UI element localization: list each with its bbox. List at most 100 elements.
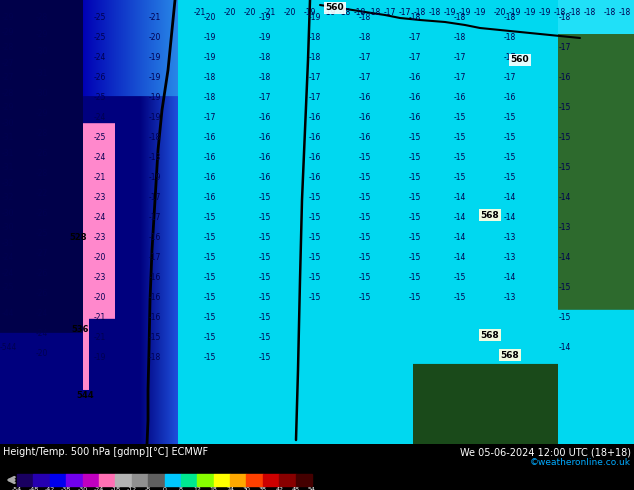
Text: -54: -54: [12, 487, 22, 490]
Text: -19: -19: [309, 14, 321, 23]
Text: -20: -20: [244, 8, 256, 18]
Text: -15: -15: [454, 273, 466, 283]
Text: -15: -15: [409, 253, 421, 263]
Text: -18: -18: [559, 14, 571, 23]
Text: -17: -17: [399, 8, 411, 18]
Text: -30: -30: [36, 48, 48, 56]
Text: -14: -14: [454, 214, 466, 222]
Text: -18: -18: [454, 33, 466, 43]
Text: -30: -30: [77, 487, 87, 490]
Text: 544: 544: [76, 391, 94, 399]
Text: -17: -17: [204, 114, 216, 122]
Text: -544: -544: [0, 343, 16, 352]
Text: -26: -26: [94, 74, 106, 82]
Text: -16: -16: [504, 94, 516, 102]
Text: -20: -20: [494, 8, 506, 18]
Text: 38: 38: [259, 487, 267, 490]
Text: -48: -48: [29, 487, 39, 490]
Text: -18: -18: [554, 8, 566, 18]
Text: 30: 30: [243, 487, 250, 490]
Text: -15: -15: [309, 214, 321, 222]
Text: -17: -17: [454, 53, 466, 63]
Text: -17: -17: [309, 94, 321, 102]
Text: 0: 0: [162, 487, 167, 490]
Text: -18: -18: [309, 33, 321, 43]
Text: -24: -24: [94, 53, 106, 63]
Bar: [230, 474, 247, 486]
Text: -29: -29: [2, 28, 14, 38]
Text: -15: -15: [204, 314, 216, 322]
Text: -24: -24: [36, 328, 48, 338]
Text: -15: -15: [204, 353, 216, 363]
Text: -15: -15: [359, 294, 371, 302]
Text: -15: -15: [454, 114, 466, 122]
Bar: [50, 474, 66, 486]
Text: -15: -15: [559, 133, 571, 143]
Text: -20: -20: [149, 33, 161, 43]
Text: -28: -28: [36, 128, 48, 138]
Text: -18: -18: [429, 8, 441, 18]
Text: -16: -16: [204, 173, 216, 182]
Text: -21: -21: [149, 14, 161, 23]
Text: 42: 42: [275, 487, 283, 490]
Text: -31: -31: [36, 69, 48, 77]
Bar: [17, 474, 34, 486]
Text: -18: -18: [259, 74, 271, 82]
Text: -29: -29: [36, 30, 48, 40]
Text: -18: -18: [619, 8, 631, 18]
Text: -30: -30: [2, 209, 14, 218]
Text: 568: 568: [481, 330, 500, 340]
Text: -17: -17: [149, 194, 161, 202]
Bar: [132, 474, 148, 486]
Text: -15: -15: [259, 294, 271, 302]
Text: -17: -17: [359, 74, 371, 82]
Text: -16: -16: [309, 114, 321, 122]
Text: -17: -17: [504, 53, 516, 63]
Text: -21: -21: [94, 334, 106, 343]
Text: -14: -14: [504, 273, 516, 283]
Text: -15: -15: [454, 173, 466, 182]
Text: -18: -18: [414, 8, 426, 18]
Text: -18: -18: [110, 487, 120, 490]
Text: -14: -14: [559, 343, 571, 352]
Text: -30: -30: [2, 119, 14, 127]
Text: 568: 568: [481, 211, 500, 220]
Text: -24: -24: [36, 309, 48, 318]
Text: -14: -14: [454, 234, 466, 243]
Text: -15: -15: [409, 273, 421, 283]
Text: -14: -14: [559, 253, 571, 263]
Text: -17: -17: [454, 74, 466, 82]
Bar: [34, 474, 50, 486]
Text: -13: -13: [504, 294, 516, 302]
Text: -15: -15: [454, 133, 466, 143]
Text: -25: -25: [94, 14, 106, 23]
Text: -18: -18: [359, 33, 371, 43]
Text: -20: -20: [224, 8, 236, 18]
Text: -19: -19: [94, 353, 106, 363]
Text: -17: -17: [559, 44, 571, 52]
Text: -25: -25: [94, 133, 106, 143]
Text: -19: -19: [259, 33, 271, 43]
Text: -27: -27: [2, 58, 14, 68]
Bar: [115, 474, 132, 486]
Text: -28: -28: [2, 89, 14, 98]
Text: -18: -18: [149, 353, 161, 363]
Text: -15: -15: [454, 294, 466, 302]
Text: -32: -32: [2, 178, 14, 188]
Text: -19: -19: [149, 74, 161, 82]
Text: -29: -29: [2, 103, 14, 113]
Text: 536: 536: [71, 325, 89, 335]
Text: -31: -31: [2, 164, 14, 172]
Text: -15: -15: [454, 153, 466, 163]
Bar: [197, 474, 214, 486]
Text: -15: -15: [204, 253, 216, 263]
Text: -15: -15: [504, 114, 516, 122]
Text: -26: -26: [36, 269, 48, 277]
Text: -14: -14: [454, 253, 466, 263]
Text: -15: -15: [409, 173, 421, 182]
Text: -18: -18: [339, 8, 351, 18]
Text: -24: -24: [2, 253, 14, 263]
Text: 24: 24: [226, 487, 234, 490]
Text: -16: -16: [149, 234, 161, 243]
Text: -23: -23: [94, 194, 106, 202]
